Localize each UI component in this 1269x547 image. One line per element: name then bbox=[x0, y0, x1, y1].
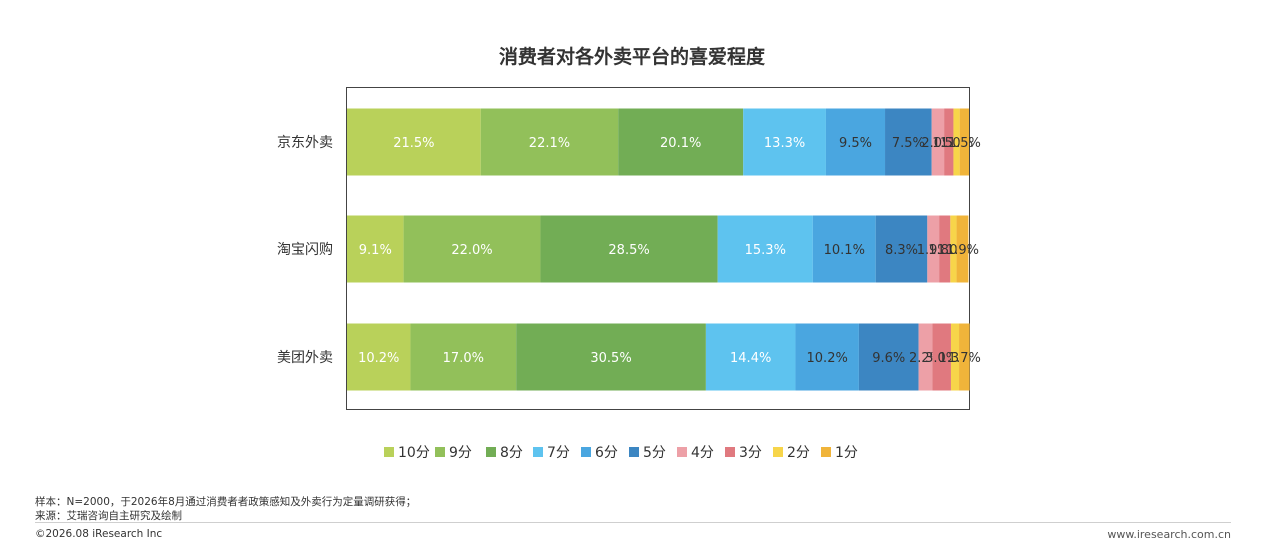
legend-swatch bbox=[821, 447, 831, 457]
data-label: 15.3% bbox=[745, 243, 786, 258]
legend-swatch bbox=[773, 447, 783, 457]
bar-segment bbox=[950, 215, 957, 283]
bar-segment bbox=[410, 323, 517, 391]
bar-segment bbox=[918, 323, 933, 391]
bar-segment bbox=[858, 323, 919, 391]
bar-segment bbox=[403, 215, 541, 283]
bar-segment bbox=[825, 108, 886, 176]
data-label: 1.9% bbox=[946, 243, 979, 258]
sample-note: 样本：N=2000，于2026年8月通过消费者者政策感知及外卖行为定量调研获得； bbox=[35, 496, 417, 508]
copyright-text: ©2026.08 iResearch Inc bbox=[35, 528, 163, 540]
legend-label: 7分 bbox=[547, 445, 570, 461]
data-label: 9.5% bbox=[839, 136, 872, 151]
legend-swatch bbox=[486, 447, 496, 457]
source-note: 来源：艾瑞咨询自主研究及绘制 bbox=[35, 510, 182, 522]
bar-segment bbox=[743, 108, 826, 176]
legend-label: 3分 bbox=[739, 445, 762, 461]
legend-swatch bbox=[677, 447, 687, 457]
data-label: 9.1% bbox=[359, 243, 392, 258]
data-label: 28.5% bbox=[608, 243, 649, 258]
bar-segment bbox=[480, 108, 619, 176]
bar-segment bbox=[875, 215, 928, 283]
legend-label: 6分 bbox=[595, 445, 618, 461]
plot-frame bbox=[346, 87, 970, 410]
legend-swatch bbox=[725, 447, 735, 457]
bar-segment bbox=[885, 108, 932, 176]
data-label: 22.0% bbox=[451, 243, 492, 258]
category-label: 美团外卖 bbox=[277, 350, 333, 366]
data-label: 10.1% bbox=[824, 243, 865, 258]
data-label: 7.5% bbox=[892, 136, 925, 151]
legend-swatch bbox=[384, 447, 394, 457]
bar-segment bbox=[795, 323, 859, 391]
data-label: 30.5% bbox=[590, 351, 631, 366]
legend-label: 8分 bbox=[500, 445, 523, 461]
website-link[interactable]: www.iresearch.com.cn bbox=[1107, 528, 1231, 541]
category-label: 淘宝闪购 bbox=[277, 242, 333, 258]
legend: 10分 9分 8分 7分 6分 5分 4分 3分 2分 1分 bbox=[384, 445, 858, 461]
legend-label: 5分 bbox=[643, 445, 666, 461]
footer-divider bbox=[35, 522, 1231, 523]
bar-segment bbox=[717, 215, 813, 283]
data-label: 1.7% bbox=[948, 351, 981, 366]
legend-label: 1分 bbox=[835, 445, 858, 461]
data-label: 3.0% bbox=[925, 351, 958, 366]
legend-swatch bbox=[581, 447, 591, 457]
category-label: 京东外卖 bbox=[277, 135, 333, 151]
bar-segment bbox=[950, 323, 960, 391]
bar-segment bbox=[953, 108, 960, 176]
data-label: 22.1% bbox=[529, 136, 570, 151]
data-label: 13.3% bbox=[764, 136, 805, 151]
bar-segment bbox=[618, 108, 744, 176]
data-label: 20.1% bbox=[660, 136, 701, 151]
data-label: 10.2% bbox=[807, 351, 848, 366]
bar-segment bbox=[812, 215, 876, 283]
chart-title: 消费者对各外卖平台的喜爱程度 bbox=[499, 45, 766, 68]
bar-segment bbox=[939, 215, 951, 283]
data-label: 1.5% bbox=[948, 136, 981, 151]
bar-segment bbox=[944, 108, 954, 176]
bar-segment bbox=[347, 108, 481, 176]
bar-segment bbox=[347, 215, 404, 283]
bar-segment bbox=[959, 108, 969, 176]
data-label: 14.4% bbox=[730, 351, 771, 366]
bar-series-group: 21.5% 22.1% 20.1% 13.3% 9.5% 7.5%2.0%1.5%1.0%… bbox=[347, 108, 981, 391]
bar-segment bbox=[932, 323, 951, 391]
bar-segment bbox=[540, 215, 718, 283]
bar-segment bbox=[956, 215, 969, 283]
legend-label: 4分 bbox=[691, 445, 714, 461]
data-label: 17.0% bbox=[443, 351, 484, 366]
data-label: 8.3% bbox=[885, 243, 918, 258]
legend-label: 2分 bbox=[787, 445, 810, 461]
legend-label: 9分 bbox=[449, 445, 472, 461]
bar-segment bbox=[347, 323, 411, 391]
legend-label: 10分 bbox=[398, 445, 430, 461]
bar-segment bbox=[931, 108, 945, 176]
data-label: 10.2% bbox=[358, 351, 399, 366]
bar-segment bbox=[959, 323, 970, 391]
bar-segment bbox=[516, 323, 706, 391]
data-label: 9.6% bbox=[872, 351, 905, 366]
bar-segment bbox=[927, 215, 940, 283]
legend-swatch bbox=[533, 447, 543, 457]
data-label: 21.5% bbox=[393, 136, 434, 151]
legend-swatch bbox=[629, 447, 639, 457]
legend-swatch bbox=[435, 447, 445, 457]
bar-segment bbox=[705, 323, 796, 391]
